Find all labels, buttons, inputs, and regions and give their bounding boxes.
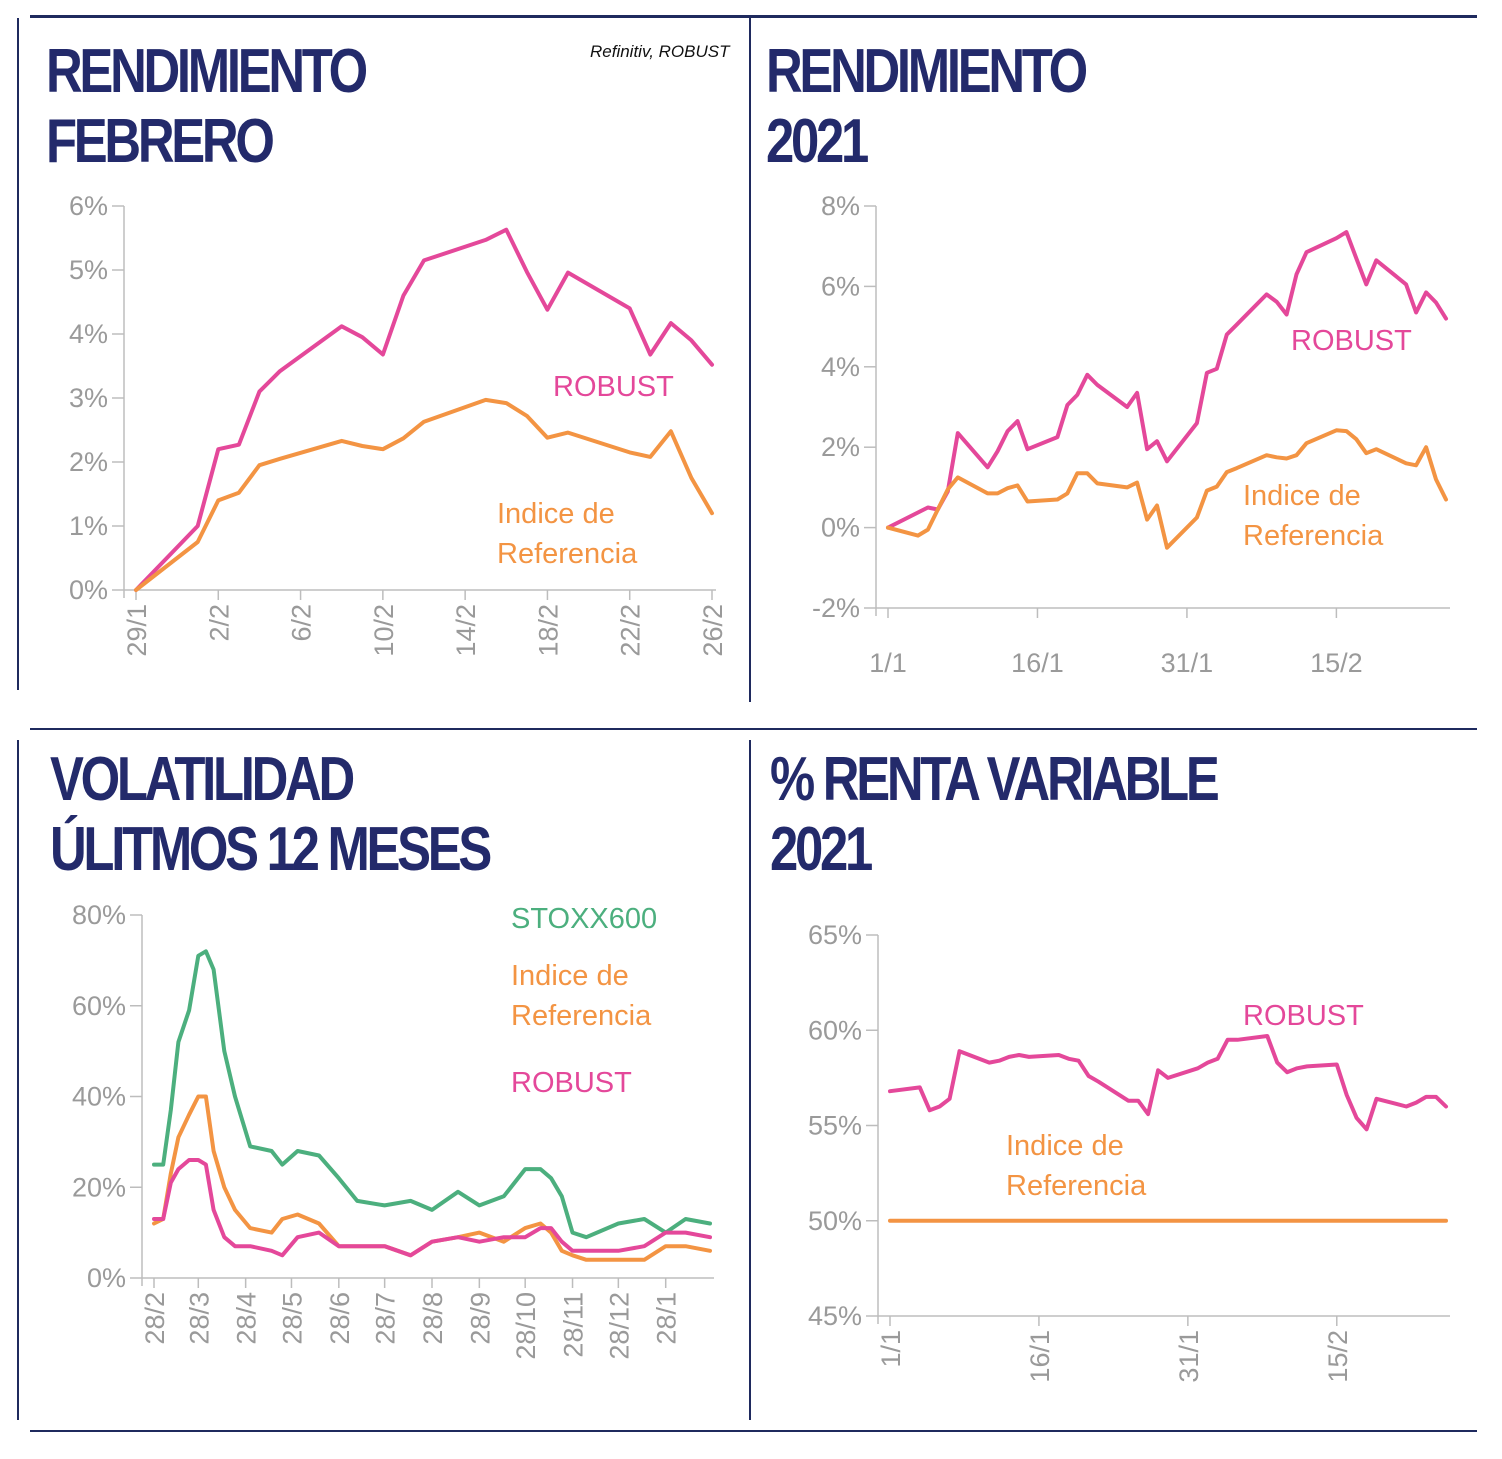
vol-indice-label-line2: Referencia xyxy=(511,1000,652,1032)
vol-robust-label: ROBUST xyxy=(511,1067,632,1099)
vol-series-indice-de-referencia xyxy=(152,1094,712,1262)
vol-y-tick-label: 80% xyxy=(72,900,126,930)
feb-x-tick-label: 26/2 xyxy=(698,604,728,657)
feb-indice-label-line1: Indice de xyxy=(497,498,615,530)
feb-x-tick-label: 22/2 xyxy=(616,604,646,657)
rv-x-tick-label: 31/1 xyxy=(1174,1330,1204,1383)
vol-x-tick-label: 28/12 xyxy=(604,1292,634,1360)
source-note: Refinitiv, ROBUST xyxy=(590,42,730,61)
feb-y-tick-label: 2% xyxy=(69,447,108,477)
rv-y-tick-label: 50% xyxy=(808,1206,862,1236)
y2021-x-tick-label: 15/2 xyxy=(1310,648,1363,678)
feb-y-tick-label: 3% xyxy=(69,383,108,413)
feb-indice-label-line2: Referencia xyxy=(497,538,638,570)
vol-x-tick-label: 28/3 xyxy=(184,1292,214,1345)
y2021-chart: -2% 0% 2% 4% 6% 8% 1/1 16/1 31/1 15/2 xyxy=(812,191,1450,678)
vol-y-tick-label: 60% xyxy=(72,991,126,1021)
vol-x-tick-label: 28/7 xyxy=(371,1292,401,1345)
vol-x-tick-label: 28/8 xyxy=(418,1292,448,1345)
vol-y-tick-label: 20% xyxy=(72,1172,126,1202)
y2021-indice-label-line2: Referencia xyxy=(1243,520,1384,552)
vol-x-tick-label: 28/4 xyxy=(232,1292,262,1345)
vol-x-tick-label: 28/10 xyxy=(511,1292,541,1360)
feb-y-tick-label: 6% xyxy=(69,191,108,221)
feb-y-tick-label: 0% xyxy=(69,575,108,605)
y2021-y-tick-label: 6% xyxy=(821,271,860,301)
y2021-series-indice-de-referencia xyxy=(886,428,1448,550)
y2021-robust-label: ROBUST xyxy=(1291,325,1412,357)
feb-y-tick-label: 4% xyxy=(69,319,108,349)
feb-x-tick-label: 14/2 xyxy=(451,604,481,657)
y2021-title-line1: RENDIMIENTO xyxy=(766,37,1088,106)
rv-title-line2: 2021 xyxy=(770,815,873,884)
divider-bottom-left xyxy=(17,740,19,1420)
rv-indice-label-line2: Referencia xyxy=(1006,1170,1147,1202)
bottom-rule xyxy=(30,1430,1477,1432)
vol-x-tick-label: 28/5 xyxy=(277,1292,307,1345)
y2021-series-robust xyxy=(886,230,1448,530)
feb-x-tick-label: 2/2 xyxy=(204,604,234,642)
middle-rule xyxy=(30,728,1477,730)
rv-series-robust xyxy=(888,1034,1448,1132)
vol-series-stoxx600 xyxy=(152,949,712,1240)
vol-x-tick-label: 28/1 xyxy=(652,1292,682,1345)
rv-y-tick-label: 65% xyxy=(808,920,862,950)
rv-y-tick-label: 60% xyxy=(808,1015,862,1045)
feb-title-line2: FEBRERO xyxy=(46,107,275,176)
y2021-title-line2: 2021 xyxy=(766,107,869,176)
rv-y-tick-label: 55% xyxy=(808,1111,862,1141)
rv-title-line1: % RENTA VARIABLE xyxy=(770,745,1220,814)
vol-y-tick-label: 0% xyxy=(87,1263,126,1293)
vol-title-line2: ÚLITMOS 12 MESES xyxy=(50,815,492,884)
rv-x-tick-label: 1/1 xyxy=(876,1330,906,1368)
vol-x-tick-label: 28/2 xyxy=(140,1292,170,1345)
divider-top-center xyxy=(749,18,751,702)
vol-indice-label-line1: Indice de xyxy=(511,960,629,992)
rv-indice-label-line1: Indice de xyxy=(1006,1130,1124,1162)
vol-y-tick-label: 40% xyxy=(72,1082,126,1112)
rv-x-tick-label: 15/2 xyxy=(1323,1330,1353,1383)
y2021-y-tick-label: 4% xyxy=(821,352,860,382)
divider-bottom-center xyxy=(749,740,751,1420)
y2021-y-tick-label: -2% xyxy=(812,593,860,623)
rv-x-tick-label: 16/1 xyxy=(1025,1330,1055,1383)
feb-title-line1: RENDIMIENTO xyxy=(46,37,368,106)
vol-x-tick-label: 28/11 xyxy=(559,1292,589,1358)
feb-x-tick-label: 18/2 xyxy=(533,604,563,657)
divider-top-left xyxy=(17,18,19,690)
feb-series-robust xyxy=(134,227,714,592)
feb-x-tick-label: 6/2 xyxy=(287,604,317,642)
vol-series-robust xyxy=(152,1158,712,1258)
y2021-x-tick-label: 31/1 xyxy=(1161,648,1214,678)
vol-x-tick-label: 28/6 xyxy=(325,1292,355,1345)
y2021-indice-label-line1: Indice de xyxy=(1243,480,1361,512)
y2021-y-tick-label: 0% xyxy=(821,513,860,543)
y2021-x-tick-label: 1/1 xyxy=(869,648,907,678)
rv-chart: 45% 50% 55% 60% 65% 1/1 16/1 31/1 15/2 xyxy=(808,920,1450,1383)
feb-y-tick-label: 5% xyxy=(69,255,108,285)
feb-x-tick-label: 29/1 xyxy=(122,604,152,657)
vol-stoxx-label: STOXX600 xyxy=(511,903,657,935)
rv-robust-label: ROBUST xyxy=(1243,1000,1364,1032)
top-rule xyxy=(30,15,1477,18)
feb-series-indice-de-referencia xyxy=(134,397,714,592)
vol-x-tick-label: 28/9 xyxy=(465,1292,495,1345)
y2021-y-tick-label: 8% xyxy=(821,191,860,221)
vol-title-line1: VOLATILIDAD xyxy=(50,745,355,814)
feb-robust-label: ROBUST xyxy=(553,371,674,403)
feb-y-tick-label: 1% xyxy=(69,511,108,541)
feb-x-tick-label: 10/2 xyxy=(369,604,399,657)
y2021-x-tick-label: 16/1 xyxy=(1011,648,1064,678)
vol-chart: 0% 20% 40% 60% 80% 28/2 28/3 28/4 28/5 28/6 28/7 28… xyxy=(72,900,714,1360)
rv-y-tick-label: 45% xyxy=(808,1301,862,1331)
feb-chart: 0% 1% 2% 3% 4% 5% 6% 29/1 2/2 6/2 10/2 14/2 18/2 22/2… xyxy=(69,191,728,657)
y2021-y-tick-label: 2% xyxy=(821,432,860,462)
